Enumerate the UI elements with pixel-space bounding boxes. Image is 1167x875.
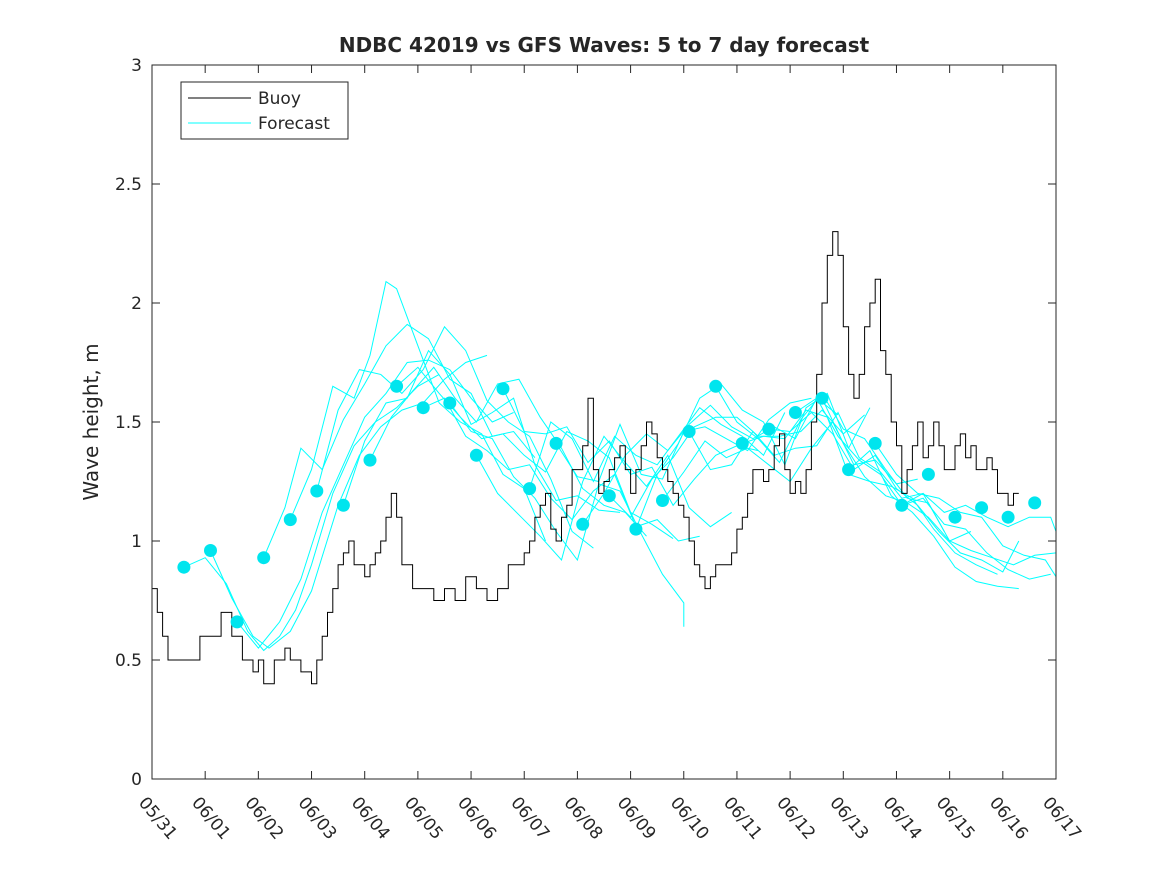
y-axis-label: Wave height, m [79, 343, 103, 500]
x-tick-label-10: 06/10 [666, 793, 713, 843]
x-tick-label-1: 06/01 [187, 793, 234, 843]
y-tick-label-6: 3 [131, 56, 142, 76]
forecast-marker-2 [230, 615, 244, 629]
forecast-marker-18 [656, 494, 669, 507]
forecast-line-20 [715, 386, 972, 542]
forecast-marker-0 [177, 560, 191, 574]
forecast-marker-7 [363, 453, 377, 467]
forecast-marker-5 [310, 484, 324, 498]
forecast-marker-25 [842, 463, 856, 477]
forecast-line-25 [848, 449, 1019, 590]
forecast-markers [177, 379, 1042, 629]
forecast-marker-32 [1028, 496, 1042, 510]
forecast-marker-4 [283, 513, 297, 527]
y-tick-label-4: 2 [131, 294, 142, 314]
legend: Buoy Forecast [180, 81, 349, 140]
x-tick-label-13: 06/13 [825, 793, 872, 843]
x-tick-label-8: 06/08 [560, 793, 607, 843]
forecast-marker-19 [682, 425, 696, 438]
forecast-marker-16 [602, 489, 616, 503]
legend-buoy-label: Buoy [258, 89, 301, 109]
y-tick-label-2: 1 [131, 532, 142, 552]
y-tick-label-3: 1.5 [115, 413, 142, 433]
forecast-marker-1 [204, 544, 217, 557]
forecast-marker-26 [868, 436, 882, 450]
forecast-line-13 [529, 406, 786, 489]
forecast-line-5 [316, 325, 594, 549]
x-tick-label-3: 06/03 [294, 793, 341, 843]
forecast-marker-10 [443, 396, 457, 410]
x-tick-label-4: 06/04 [347, 793, 394, 843]
forecast-line-11 [475, 435, 732, 562]
forecast-marker-20 [709, 379, 723, 393]
legend-box [180, 81, 349, 140]
forecast-marker-28 [921, 467, 935, 481]
forecast-marker-14 [549, 436, 563, 450]
forecast-line-10 [449, 402, 685, 627]
buoy-series-line [152, 231, 1019, 685]
x-tick-label-6: 06/06 [453, 793, 500, 843]
forecast-line-27 [901, 492, 1057, 532]
forecast-line-8 [396, 366, 674, 540]
x-tick-label-5: 06/05 [400, 793, 447, 843]
forecast-marker-30 [975, 501, 989, 515]
chart-title: NDBC 42019 vs GFS Waves: 5 to 7 day fore… [339, 33, 870, 57]
forecast-marker-17 [629, 522, 643, 536]
forecast-line-2 [236, 359, 514, 649]
y-tick-label-5: 2.5 [115, 175, 142, 195]
forecast-line-19 [688, 411, 945, 532]
forecast-line-7 [369, 366, 647, 537]
plot-area [152, 65, 1056, 779]
x-tick-label-7: 06/07 [506, 793, 553, 843]
forecast-marker-31 [1001, 510, 1015, 524]
forecast-line-0 [183, 373, 440, 652]
forecast-marker-21 [735, 436, 749, 450]
forecast-marker-6 [336, 498, 350, 512]
y-axis: 0 0.5 1 1.5 2 2.5 3 [115, 56, 1056, 790]
forecast-line-23 [795, 397, 1051, 580]
forecast-marker-8 [390, 379, 404, 393]
forecast-marker-9 [416, 401, 430, 415]
forecast-marker-23 [788, 406, 802, 419]
x-tick-label-17: 06/17 [1038, 793, 1085, 843]
x-tick-label-16: 06/16 [985, 793, 1032, 843]
legend-forecast-label: Forecast [258, 114, 330, 134]
forecast-line-22 [768, 411, 1020, 573]
x-tick-label-14: 06/14 [879, 793, 926, 843]
forecast-line-9 [422, 397, 700, 542]
forecast-line-4 [289, 280, 546, 542]
forecast-marker-13 [523, 482, 537, 496]
forecast-marker-15 [576, 517, 590, 531]
forecast-line-16 [608, 409, 865, 519]
forecast-line-6 [342, 349, 621, 513]
x-tick-label-15: 06/15 [932, 793, 979, 843]
y-tick-label-1: 0.5 [115, 651, 142, 671]
forecast-line-24 [821, 397, 1057, 566]
x-tick-label-11: 06/11 [719, 793, 766, 843]
forecast-line-1 [210, 354, 488, 649]
x-tick-label-12: 06/12 [772, 793, 819, 843]
y-tick-label-0: 0 [131, 770, 142, 790]
forecast-marker-3 [257, 551, 271, 565]
forecast-line-3 [263, 323, 536, 558]
forecast-line-17 [635, 383, 871, 530]
x-tick-label-9: 06/09 [613, 793, 660, 843]
forecast-marker-22 [762, 422, 776, 436]
forecast-marker-29 [948, 510, 962, 524]
forecast-marker-24 [815, 391, 829, 405]
x-tick-label-2: 06/02 [241, 793, 288, 843]
x-tick-label-0: 05/31 [134, 793, 181, 843]
forecast-marker-11 [469, 448, 483, 462]
forecast-marker-12 [496, 382, 510, 396]
forecast-marker-27 [895, 498, 909, 512]
buoy-line [152, 231, 1019, 685]
